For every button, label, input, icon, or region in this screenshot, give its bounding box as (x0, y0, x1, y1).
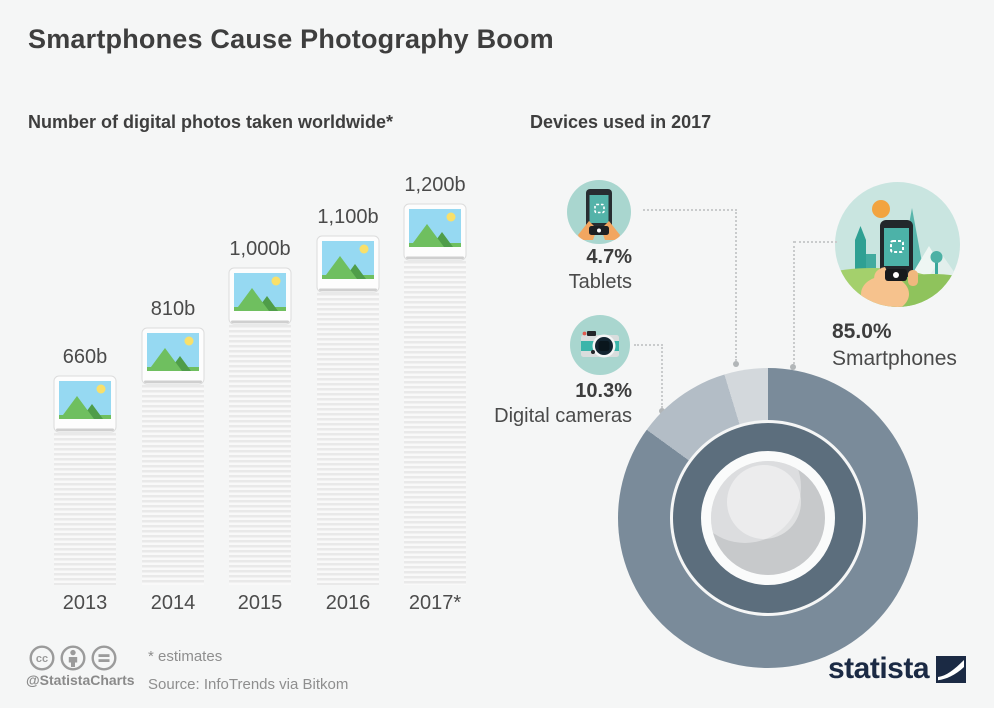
statista-logo: statista (828, 652, 967, 686)
x-axis-label: 2017* (408, 592, 462, 614)
device-share-donut-chart (618, 368, 918, 668)
camera-lens-center (711, 461, 825, 575)
bar-column: 1,200b (403, 174, 467, 585)
cameras-name: Digital cameras (494, 405, 632, 427)
bar-column: 660b (53, 346, 117, 585)
photo-icon (228, 267, 292, 325)
photo-stack (142, 385, 204, 585)
x-axis-label: 2013 (62, 592, 108, 614)
smartphone-scene-icon (835, 182, 960, 307)
bar-column: 1,000b (228, 238, 292, 585)
bar-value-label: 1,000b (229, 238, 291, 260)
source-note: Source: InfoTrends via Bitkom (148, 676, 349, 693)
bar-chart-heading: Number of digital photos taken worldwide… (28, 112, 394, 132)
tablets-label-block: 4.7% Tablets (432, 245, 632, 295)
photo-icon (53, 375, 117, 433)
bar-column: 810b (141, 298, 205, 585)
photo-icon (141, 327, 205, 385)
statista-logotype: statista (828, 652, 930, 685)
smartphones-connector-line (793, 241, 795, 364)
x-axis-label: 2016 (325, 592, 371, 614)
digital-camera-icon (570, 315, 630, 375)
smartphones-percent: 85.0% (832, 320, 892, 343)
tablets-connector-line (643, 209, 737, 211)
photo-stack (404, 261, 466, 585)
statista-handle: @StatistaCharts (26, 672, 135, 688)
cameras-percent: 10.3% (575, 380, 632, 402)
smartphones-name: Smartphones (832, 347, 957, 370)
x-axis-label: 2015 (237, 592, 283, 614)
lens-highlight (727, 465, 801, 539)
photo-stack (229, 325, 291, 585)
photo-icon (403, 203, 467, 261)
statista-logo-mark (936, 655, 967, 683)
smartphones-label-block: 85.0% Smartphones (832, 318, 957, 372)
tablet-icon (567, 180, 631, 244)
bar-column: 1,100b (316, 206, 380, 585)
svg-text:cc: cc (36, 653, 48, 665)
x-axis-label: 2014 (150, 592, 196, 614)
smartphones-connector-line (794, 241, 837, 243)
photo-stack (54, 433, 116, 585)
bar-value-label: 1,100b (317, 206, 379, 228)
cameras-connector-line (661, 344, 663, 408)
tablets-name: Tablets (568, 271, 632, 293)
photo-icon (316, 235, 380, 293)
bar-value-label: 1,200b (404, 174, 466, 196)
tablets-connector-line (735, 209, 737, 361)
tablets-percent: 4.7% (586, 246, 632, 268)
cc-license-icons: cc (29, 645, 117, 671)
bar-value-label: 810b (150, 298, 196, 320)
page-title: Smartphones Cause Photography Boom (28, 24, 554, 54)
bar-value-label: 660b (62, 346, 108, 368)
photo-stack (317, 293, 379, 585)
smartphones-connector-dot (790, 364, 796, 370)
estimates-note: * estimates (148, 648, 223, 665)
tablets-connector-dot (733, 361, 739, 367)
donut-chart-heading: Devices used in 2017 (530, 112, 712, 132)
cameras-label-block: 10.3% Digital cameras (432, 379, 632, 429)
cameras-connector-line (634, 344, 663, 346)
